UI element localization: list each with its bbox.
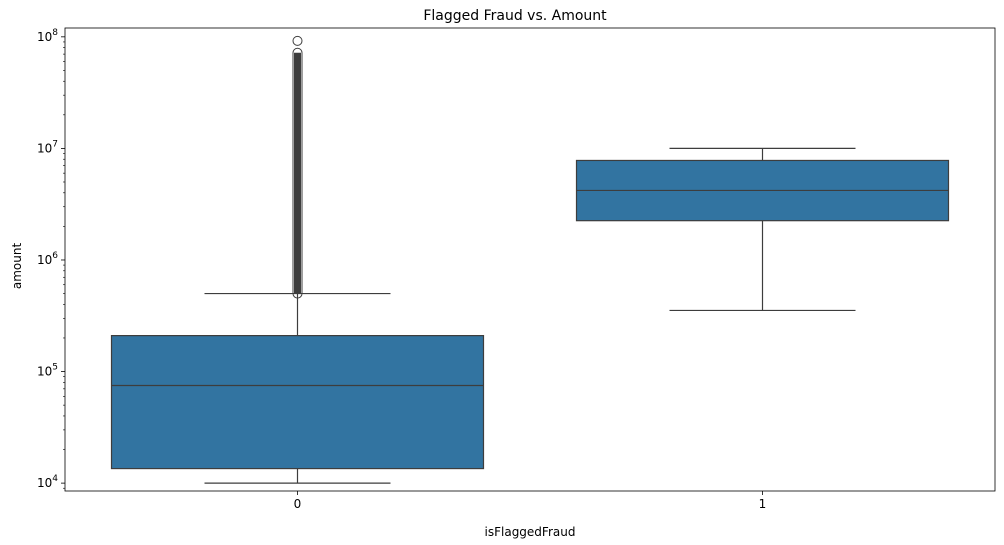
x-tick-label: 0 bbox=[294, 497, 302, 511]
y-axis-label: amount bbox=[10, 243, 24, 290]
y-tick-exponent: 4 bbox=[52, 474, 58, 484]
outlier-markers-fill bbox=[294, 52, 301, 294]
y-tick-label: 104 bbox=[37, 474, 58, 490]
axes-frame bbox=[64, 27, 996, 492]
y-tick-exponent: 8 bbox=[52, 28, 58, 38]
y-tick-label: 108 bbox=[37, 28, 58, 44]
chart-title: Flagged Fraud vs. Amount bbox=[423, 8, 607, 24]
y-tick-exponent: 5 bbox=[52, 363, 58, 373]
y-tick-label: 107 bbox=[37, 139, 58, 155]
y-tick-label: 106 bbox=[37, 251, 58, 267]
box-iqr bbox=[110, 335, 485, 470]
y-tick-label: 105 bbox=[37, 363, 58, 379]
y-tick-base: 10 bbox=[37, 253, 52, 267]
y-tick-base: 10 bbox=[37, 476, 52, 490]
x-axis-label: isFlaggedFraud bbox=[485, 525, 576, 539]
x-tick-label: 1 bbox=[759, 497, 767, 511]
outlier-point bbox=[292, 35, 303, 46]
y-tick-base: 10 bbox=[37, 141, 52, 155]
y-tick-base: 10 bbox=[37, 30, 52, 44]
y-tick-exponent: 6 bbox=[52, 251, 58, 261]
y-tick-base: 10 bbox=[37, 365, 52, 379]
y-tick-exponent: 7 bbox=[52, 139, 58, 149]
